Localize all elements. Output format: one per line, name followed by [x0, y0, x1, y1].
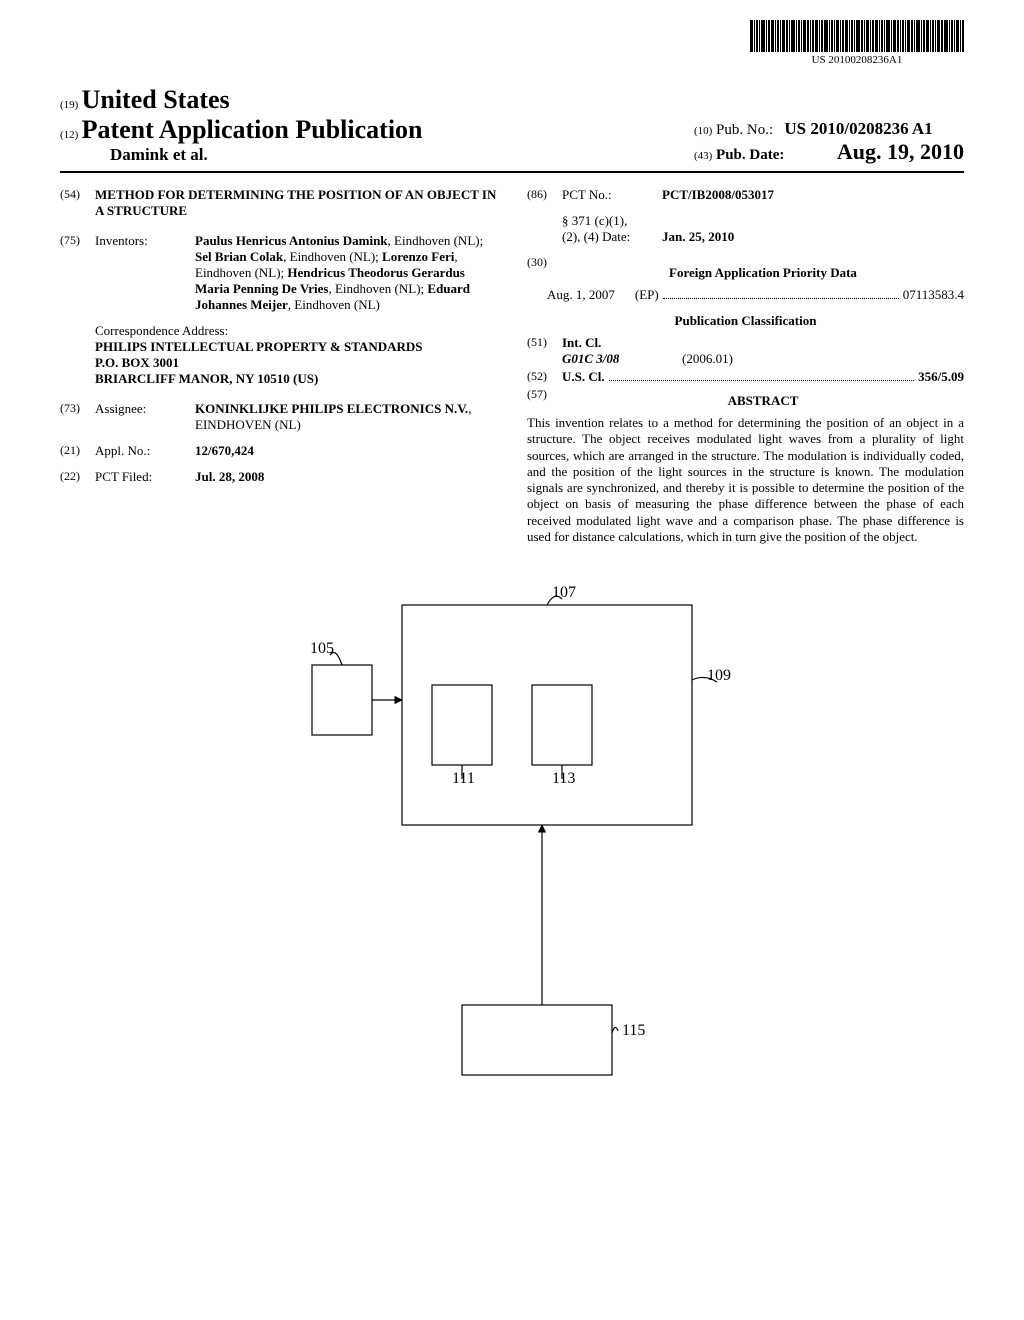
barcode-block: US 20100208236A1 — [750, 20, 964, 66]
field-30-row: (30) Foreign Application Priority Data — [527, 255, 964, 287]
field-51-num: (51) — [527, 335, 562, 367]
appl-no-value: 12/670,424 — [195, 443, 497, 459]
pub-no-label: Pub. No.: — [716, 122, 773, 138]
prefix-10: (10) — [694, 125, 712, 137]
field-54-num: (54) — [60, 187, 95, 219]
publication-type: Patent Application Publication — [82, 115, 423, 144]
field-30-num: (30) — [527, 255, 562, 287]
intcl-year: (2006.01) — [682, 351, 733, 367]
correspondence-line2: P.O. BOX 3001 — [95, 355, 497, 371]
inventor-2: Sel Brian Colak — [195, 249, 283, 264]
prefix-19: (19) — [60, 99, 78, 111]
field-54-title: (54) METHOD FOR DETERMINING THE POSITION… — [60, 187, 497, 219]
field-52-uscl: (52) U.S. Cl. 356/5.09 — [527, 369, 964, 385]
pub-no-value: US 2010/0208236 A1 — [784, 119, 932, 138]
assignee-value: KONINKLIJKE PHILIPS ELECTRONICS N.V., EI… — [195, 401, 497, 433]
prefix-43: (43) — [694, 150, 712, 162]
foreign-priority-row: Aug. 1, 2007 (EP) 07113583.4 — [527, 287, 964, 303]
pct-no-value: PCT/IB2008/053017 — [662, 187, 964, 203]
field-57-row: (57) ABSTRACT — [527, 387, 964, 415]
figure-area: 105111113115107109 — [60, 585, 964, 1105]
inventor-1: Paulus Henricus Antonius Damink — [195, 233, 388, 248]
field-86-pctno: (86) PCT No.: PCT/IB2008/053017 — [527, 187, 964, 203]
pct-filed-value: Jul. 28, 2008 — [195, 469, 497, 485]
field-75-num: (75) — [60, 233, 95, 313]
field-73-assignee: (73) Assignee: KONINKLIJKE PHILIPS ELECT… — [60, 401, 497, 433]
field-22-num: (22) — [60, 469, 95, 485]
field-22-label: PCT Filed: — [95, 469, 195, 485]
foreign-appno: 07113583.4 — [903, 287, 964, 303]
inventor-4: Hendricus Theodorus Gerardus Maria Penni… — [195, 265, 465, 296]
divider-main — [60, 171, 964, 173]
invention-title: METHOD FOR DETERMINING THE POSITION OF A… — [95, 187, 497, 219]
prefix-12: (12) — [60, 129, 78, 141]
inventors-list: Paulus Henricus Antonius Damink, Eindhov… — [195, 233, 497, 313]
pub-classification-heading: Publication Classification — [527, 313, 964, 329]
correspondence-line1: PHILIPS INTELLECTUAL PROPERTY & STANDARD… — [95, 339, 497, 355]
s371-line2: (2), (4) Date: — [562, 229, 662, 245]
field-21-label: Appl. No.: — [95, 443, 195, 459]
barcode-graphic — [750, 20, 964, 52]
inventor-3: Lorenzo Feri — [382, 249, 454, 264]
s371-line1: § 371 (c)(1), — [562, 213, 964, 229]
correspondence-line3: BRIARCLIFF MANOR, NY 10510 (US) — [95, 371, 497, 387]
left-column: (54) METHOD FOR DETERMINING THE POSITION… — [60, 187, 497, 545]
field-86-label: PCT No.: — [562, 187, 662, 203]
field-86-num: (86) — [527, 187, 562, 203]
foreign-date: Aug. 1, 2007 — [547, 287, 615, 303]
dots-icon — [609, 380, 915, 381]
field-75-label: Inventors: — [95, 233, 195, 313]
field-21-num: (21) — [60, 443, 95, 459]
dots-icon — [663, 298, 899, 299]
biblio-columns: (54) METHOD FOR DETERMINING THE POSITION… — [60, 187, 964, 545]
abstract-heading: ABSTRACT — [562, 393, 964, 409]
header-country-line: (19) United States — [60, 85, 964, 115]
pub-date-label: Pub. Date: — [716, 147, 784, 163]
s371-block: § 371 (c)(1), (2), (4) Date: Jan. 25, 20… — [527, 213, 964, 245]
field-75-inventors: (75) Inventors: Paulus Henricus Antonius… — [60, 233, 497, 313]
abstract-text: This invention relates to a method for d… — [527, 415, 964, 545]
svg-text:111: 111 — [452, 770, 475, 787]
svg-text:113: 113 — [552, 770, 575, 787]
svg-text:115: 115 — [622, 1022, 645, 1039]
foreign-country: (EP) — [635, 287, 659, 303]
authors-line: Damink et al. — [60, 145, 423, 165]
correspondence-label: Correspondence Address: — [95, 323, 497, 339]
svg-text:107: 107 — [552, 585, 576, 601]
correspondence-address: Correspondence Address: PHILIPS INTELLEC… — [60, 323, 497, 387]
field-73-label: Assignee: — [95, 401, 195, 433]
header-right: (10) Pub. No.: US 2010/0208236 A1 (43) P… — [694, 119, 964, 165]
svg-text:109: 109 — [707, 667, 731, 684]
block-diagram: 105111113115107109 — [252, 585, 772, 1105]
field-52-num: (52) — [527, 369, 562, 385]
foreign-priority-heading: Foreign Application Priority Data — [562, 265, 964, 281]
field-73-num: (73) — [60, 401, 95, 433]
header-left: (12) Patent Application Publication Dami… — [60, 115, 423, 165]
header: (19) United States (12) Patent Applicati… — [60, 85, 964, 165]
right-column: (86) PCT No.: PCT/IB2008/053017 § 371 (c… — [527, 187, 964, 545]
uscl-value: 356/5.09 — [918, 369, 964, 385]
intcl-code: G01C 3/08 — [562, 351, 682, 367]
s371-date: Jan. 25, 2010 — [662, 229, 734, 245]
field-51-label: Int. Cl. — [562, 335, 601, 350]
field-52-label: U.S. Cl. — [562, 369, 605, 385]
field-22-pctfiled: (22) PCT Filed: Jul. 28, 2008 — [60, 469, 497, 485]
field-57-num: (57) — [527, 387, 562, 415]
barcode-text: US 20100208236A1 — [750, 54, 964, 66]
field-51-intcl: (51) Int. Cl. G01C 3/08 (2006.01) — [527, 335, 964, 367]
pub-date-value: Aug. 19, 2010 — [837, 139, 964, 164]
field-21-applno: (21) Appl. No.: 12/670,424 — [60, 443, 497, 459]
country-name: United States — [82, 85, 230, 114]
